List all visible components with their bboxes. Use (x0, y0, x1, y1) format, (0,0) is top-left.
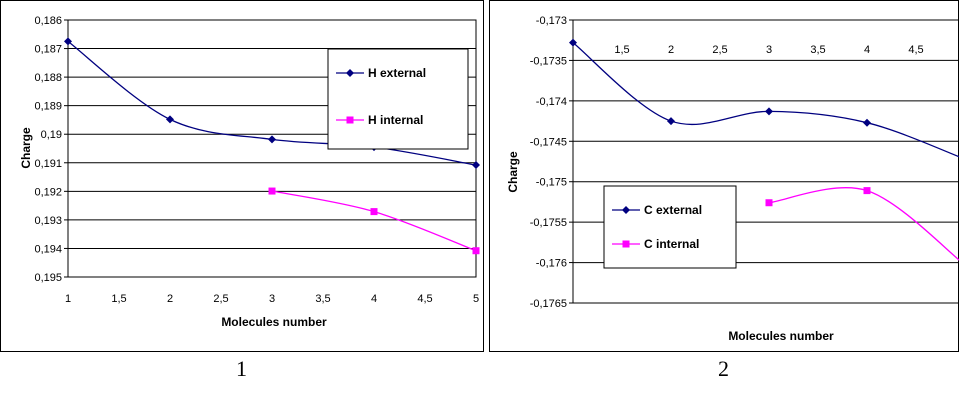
legend: C external C internal (603, 185, 737, 269)
y-tick-label: 0,19 (41, 129, 62, 141)
x-tick-label: 3,5 (810, 44, 825, 56)
legend-marker (346, 69, 354, 77)
chart-border (489, 0, 959, 352)
y-tick-label: -0,1735 (530, 55, 567, 67)
legend-marker (622, 206, 630, 214)
data-point (765, 199, 773, 207)
x-axis-title: Molecules number (221, 315, 327, 329)
data-point (64, 37, 72, 46)
legend: H external H internal (327, 48, 469, 150)
data-point (472, 161, 480, 170)
x-tick-label: 2 (167, 293, 173, 305)
data-point (569, 38, 577, 47)
x-tick-label: 3,5 (315, 293, 330, 305)
y-tick-label: 0,195 (34, 272, 62, 284)
x-tick-label: 2,5 (213, 293, 228, 305)
legend-box (327, 48, 469, 150)
y-tick-label: 0,189 (34, 101, 62, 113)
x-axis-title: Molecules number (728, 329, 834, 343)
panel-label-2: 2 (718, 356, 729, 381)
data-point (765, 107, 773, 116)
x-tick-label: 1 (65, 293, 71, 305)
data-point (166, 115, 174, 124)
x-tick-label: 5 (473, 293, 479, 305)
data-point (863, 187, 871, 195)
series-h-internal (268, 187, 480, 255)
plot-area (572, 19, 959, 304)
data-point (472, 247, 480, 255)
data-point (268, 187, 276, 195)
y-tick-label: -0,173 (536, 15, 567, 27)
y-tick-label: -0,176 (536, 258, 567, 270)
y-tick-label: 0,186 (34, 15, 62, 27)
legend-label: C internal (644, 237, 699, 251)
x-tick-label: 4,5 (417, 293, 432, 305)
y-tick-label: 0,187 (34, 44, 62, 56)
x-tick-label: 1,5 (111, 293, 126, 305)
data-point (863, 118, 871, 127)
chart-panel-2: -0,173 -0,1735 -0,174 -0,1745 -0,175 -0,1755 -… (489, 0, 959, 352)
chart-1-svg: 0,186 0,187 0,188 0,189 0,19 0,191 0,192 0,193 0… (0, 0, 484, 352)
legend-marker (622, 240, 630, 248)
legend-label: C external (644, 203, 702, 217)
x-tick-label: 3 (766, 44, 772, 56)
x-tick-label: 1,5 (614, 44, 629, 56)
x-tick-label: 2,5 (712, 44, 727, 56)
data-point (667, 117, 675, 126)
chart-panel-1: 0,186 0,187 0,188 0,189 0,19 0,191 0,192 0,193 0… (0, 0, 484, 352)
x-tick-label: 4 (371, 293, 377, 305)
legend-label: H external (368, 66, 426, 80)
y-tick-label: -0,1755 (530, 217, 567, 229)
y-tick-label: 0,192 (34, 186, 62, 198)
panel-label-1: 1 (236, 356, 247, 381)
y-tick-label: -0,1745 (530, 136, 567, 148)
x-tick-label: 4,5 (908, 44, 923, 56)
y-tick-label: -0,1765 (530, 298, 567, 310)
series-c-internal (765, 187, 959, 261)
chart-2-svg: -0,173 -0,1735 -0,174 -0,1745 -0,175 -0,1755 -… (489, 0, 959, 352)
y-tick-label: 0,191 (34, 158, 62, 170)
y-tick-label: 0,194 (34, 243, 62, 255)
y-tick-label: -0,175 (536, 177, 567, 189)
y-axis-title: Charge (19, 127, 33, 169)
data-point (268, 135, 276, 144)
y-axis-title: Charge (506, 151, 520, 193)
x-tick-label: 4 (864, 44, 870, 56)
legend-marker (346, 116, 354, 124)
plot-area (67, 19, 477, 278)
series-c-external (569, 38, 959, 158)
data-point (370, 208, 378, 216)
legend-box (603, 185, 737, 269)
x-tick-label: 2 (668, 44, 674, 56)
x-tick-label: 3 (269, 293, 275, 305)
y-tick-label: 0,193 (34, 215, 62, 227)
y-tick-label: -0,174 (536, 96, 567, 108)
legend-label: H internal (368, 113, 423, 127)
y-tick-label: 0,188 (34, 72, 62, 84)
